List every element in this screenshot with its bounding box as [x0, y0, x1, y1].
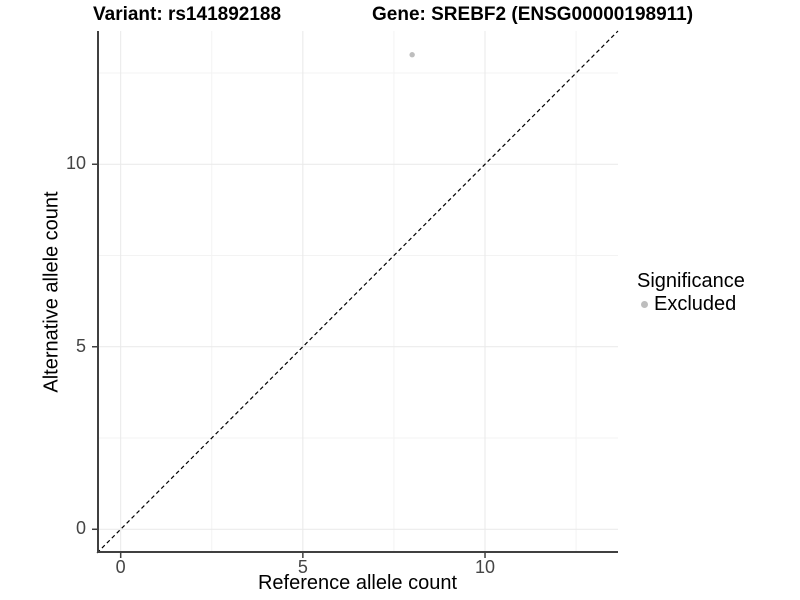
plot-panel-svg [92, 30, 619, 558]
plot-title-variant: Variant: rs141892188 [93, 4, 282, 25]
identity-line [96, 30, 619, 554]
y-tick-label: 0 [75, 518, 86, 539]
x-axis-title: Reference allele count [257, 572, 457, 594]
plot-panel [92, 30, 619, 558]
x-tick-label: 5 [297, 557, 308, 577]
y-tick-label: 5 [75, 335, 86, 356]
excluded-point-icon [641, 301, 648, 308]
legend-title: Significance [637, 270, 745, 292]
y-tick-label: 10 [65, 153, 86, 174]
legend-item-label: Excluded [654, 293, 737, 315]
plot-title-gene: Gene: SREBF2 (ENSG00000198911) [372, 4, 694, 25]
y-axis-tick-labels: 0 5 10 [0, 31, 86, 553]
data-point [409, 52, 415, 58]
x-tick-label: 0 [115, 557, 126, 577]
legend-item-excluded: Excluded [637, 293, 745, 316]
x-tick-label: 10 [475, 557, 496, 577]
legend: Significance Excluded [637, 270, 745, 316]
x-axis-tick-labels: 0 5 10 [97, 557, 618, 579]
